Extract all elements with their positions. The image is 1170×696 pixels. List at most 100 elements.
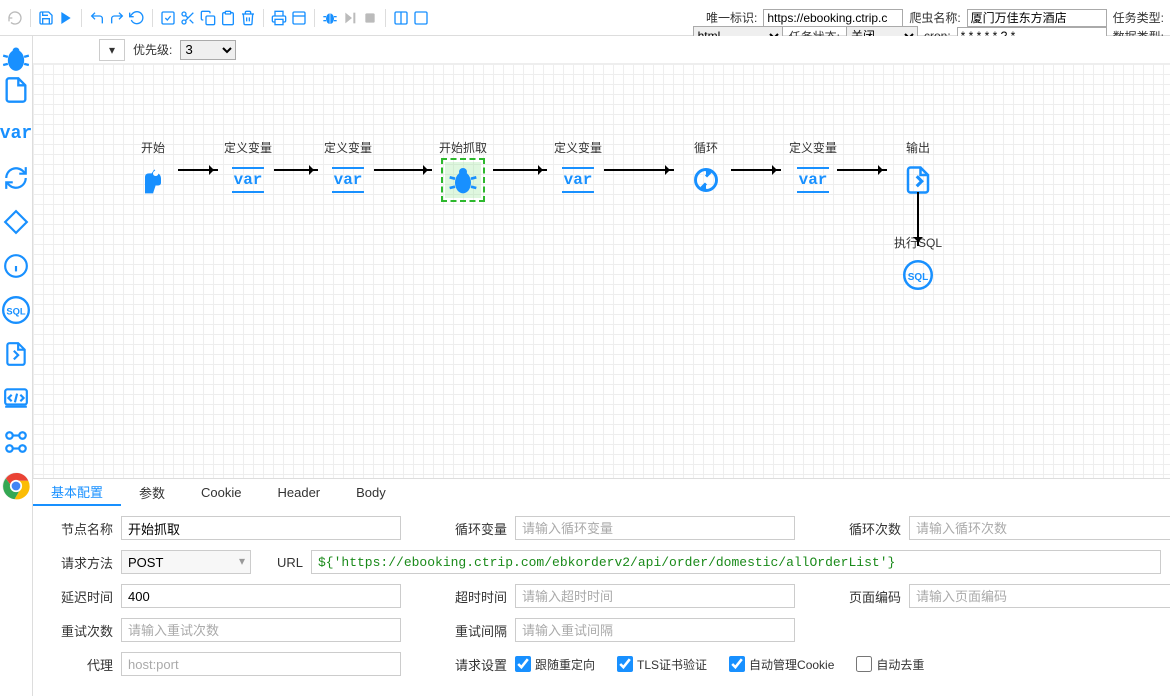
separator: [30, 9, 31, 27]
loop-var-label: 循环变量: [443, 519, 507, 538]
info-icon[interactable]: [0, 250, 32, 282]
name-input[interactable]: [967, 9, 1107, 27]
url-label: URL: [263, 555, 303, 570]
step-icon[interactable]: [341, 9, 359, 27]
tab-header[interactable]: Header: [260, 479, 339, 506]
code-icon[interactable]: [0, 382, 32, 414]
retry-label: 重试次数: [49, 621, 113, 640]
dropdown-caret[interactable]: ▾: [99, 39, 125, 61]
sql-icon[interactable]: SQL: [0, 294, 32, 326]
separator: [385, 9, 386, 27]
refresh-icon[interactable]: [128, 9, 146, 27]
flow-arrow: [837, 169, 887, 171]
diamond-icon[interactable]: [0, 206, 32, 238]
back-arrow-icon[interactable]: [88, 9, 106, 27]
priority-label: 优先级:: [133, 41, 172, 58]
var-icon[interactable]: var: [0, 118, 32, 150]
play-icon[interactable]: [57, 9, 75, 27]
tab-body[interactable]: Body: [338, 479, 404, 506]
loop-var-input[interactable]: [515, 516, 795, 540]
node-label: 定义变量: [324, 139, 372, 156]
debug-icon[interactable]: [321, 9, 339, 27]
chk-tls[interactable]: TLS证书验证: [617, 656, 707, 673]
chrome-icon[interactable]: [0, 470, 32, 502]
topbar-fields: 唯一标识: 爬虫名称: 任务类型:: [706, 9, 1164, 27]
encoding-input[interactable]: [909, 584, 1170, 608]
flow-canvas[interactable]: 开始定义变量var定义变量var开始抓取定义变量var循环定义变量var输出执行…: [33, 64, 1170, 478]
retry-interval-label: 重试间隔: [443, 621, 507, 640]
delay-input[interactable]: [121, 584, 401, 608]
method-select[interactable]: [121, 550, 251, 574]
spider-node-icon[interactable]: [445, 162, 481, 198]
flow-node[interactable]: 开始: [128, 139, 178, 198]
export-icon[interactable]: [290, 9, 308, 27]
stop-icon[interactable]: [361, 9, 379, 27]
loop-icon[interactable]: [0, 162, 32, 194]
flow-arrow: [374, 169, 432, 171]
flow-node[interactable]: 定义变量 var: [553, 139, 603, 198]
encoding-label: 页面编码: [837, 587, 901, 606]
loop-node-icon[interactable]: [688, 162, 724, 198]
flow-arrow: [604, 169, 674, 171]
copy-icon[interactable]: [199, 9, 217, 27]
timeout-input[interactable]: [515, 584, 795, 608]
uid-input[interactable]: [763, 9, 903, 27]
node-label: 开始抓取: [439, 139, 487, 156]
chk-redirect[interactable]: 跟随重定向: [515, 656, 595, 673]
layout-icon[interactable]: [392, 9, 410, 27]
preview-icon[interactable]: [412, 9, 430, 27]
tab-basic[interactable]: 基本配置: [33, 479, 121, 506]
var-node-icon[interactable]: var: [330, 162, 366, 198]
flow-node[interactable]: 定义变量var: [788, 139, 838, 198]
node-name-label: 节点名称: [49, 519, 113, 538]
flow-node[interactable]: 定义变量var: [223, 139, 273, 198]
config-tabs: 基本配置 参数 Cookie Header Body: [33, 478, 1170, 506]
proxy-input[interactable]: [121, 652, 401, 676]
tasktype-label: 任务类型:: [1113, 9, 1164, 26]
paste-icon[interactable]: [219, 9, 237, 27]
select-all-icon[interactable]: [159, 9, 177, 27]
node-label: 循环: [694, 139, 718, 156]
flow-node[interactable]: 循环: [681, 139, 731, 198]
sql-node-icon[interactable]: SQL: [900, 257, 936, 293]
reqset-label: 请求设置: [443, 655, 507, 674]
separator: [263, 9, 264, 27]
separator: [314, 9, 315, 27]
file-icon[interactable]: [0, 74, 32, 106]
bug-icon[interactable]: [0, 42, 32, 74]
cut-icon[interactable]: [179, 9, 197, 27]
priority-select[interactable]: 3: [180, 40, 236, 60]
svg-text:SQL: SQL: [908, 272, 929, 283]
tab-params[interactable]: 参数: [121, 479, 183, 506]
var-node-icon[interactable]: var: [560, 162, 596, 198]
flow-node[interactable]: 输出: [893, 139, 943, 198]
flow-arrow: [493, 169, 547, 171]
chk-cookie[interactable]: 自动管理Cookie: [729, 656, 834, 673]
chk-dedup[interactable]: 自动去重: [856, 656, 924, 673]
undo-icon[interactable]: [6, 9, 24, 27]
method-label: 请求方法: [49, 553, 113, 572]
start-node-icon[interactable]: [135, 162, 171, 198]
chain-icon[interactable]: [0, 426, 32, 458]
var-node-icon[interactable]: var: [795, 162, 831, 198]
node-name-input[interactable]: [121, 516, 401, 540]
node-label: 定义变量: [554, 139, 602, 156]
svg-text:SQL: SQL: [6, 307, 25, 317]
var-node-icon[interactable]: var: [230, 162, 266, 198]
forward-arrow-icon[interactable]: [108, 9, 126, 27]
retry-input[interactable]: [121, 618, 401, 642]
output-icon[interactable]: [0, 338, 32, 370]
loop-count-input[interactable]: [909, 516, 1170, 540]
tab-cookie[interactable]: Cookie: [183, 479, 259, 506]
flow-node[interactable]: 定义变量 var: [323, 139, 373, 198]
print-icon[interactable]: [270, 9, 288, 27]
node-label: 开始: [141, 139, 165, 156]
retry-interval-input[interactable]: [515, 618, 795, 642]
save-icon[interactable]: [37, 9, 55, 27]
delete-icon[interactable]: [239, 9, 257, 27]
delay-label: 延迟时间: [49, 587, 113, 606]
flow-node[interactable]: 开始抓取: [438, 139, 488, 198]
node-label: 输出: [906, 139, 930, 156]
name-label: 爬虫名称:: [909, 9, 960, 26]
url-input[interactable]: [311, 550, 1161, 574]
